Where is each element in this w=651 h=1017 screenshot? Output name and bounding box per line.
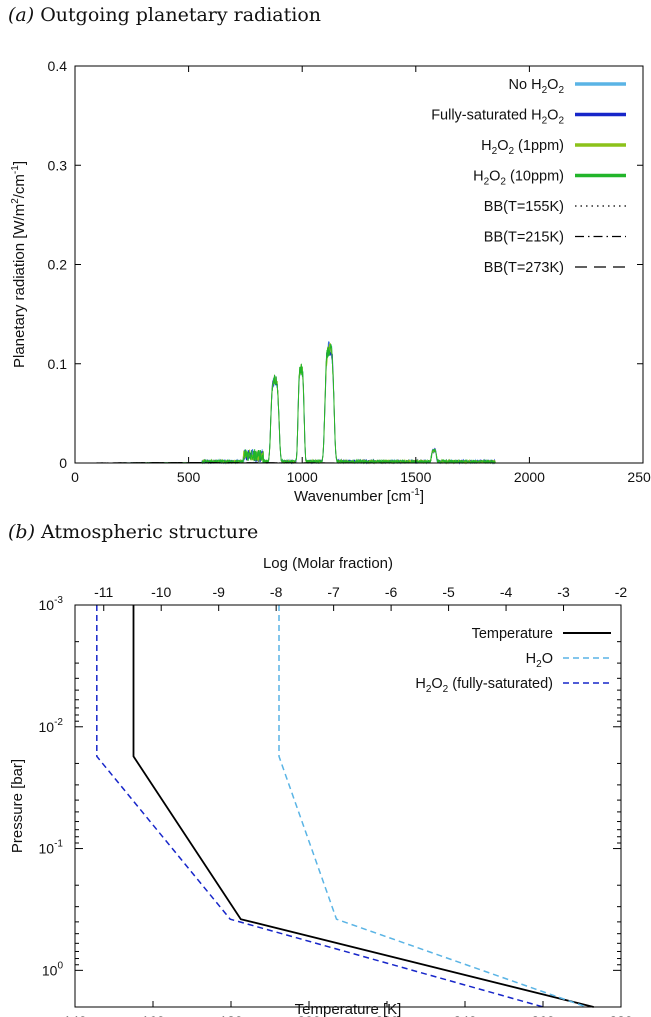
y-tick-label: 0.1: [48, 356, 68, 372]
x-tick-label: 1500: [400, 469, 431, 485]
x-tick-label: 240: [453, 1013, 477, 1017]
x2-tick-label: -7: [327, 584, 340, 600]
x2-tick-label: -6: [385, 584, 398, 600]
panel-a-caption: (a) Outgoing planetary radiation: [8, 4, 321, 26]
legend-label-2: Fully-saturated H2O2: [431, 108, 564, 127]
x-axis-title: Temperature [K]: [295, 1001, 402, 1017]
y-tick-label: 10-3: [39, 595, 64, 613]
x-axis-title: Wavenumber [cm-1]: [294, 487, 424, 505]
x2-tick-label: -2: [615, 584, 628, 600]
profile-line-1: [132, 605, 594, 1008]
panel-a-title: Outgoing planetary radiation: [40, 4, 322, 26]
plot-frame: [74, 604, 622, 1008]
profile-line-3: [96, 605, 544, 1008]
x-tick-label: 260: [531, 1013, 555, 1017]
y-axis: 10-3 10-2 10-1 100: [39, 595, 621, 1008]
y-tick-label: 0: [59, 455, 67, 471]
legend-label-1: Temperature: [472, 626, 553, 642]
x2-tick-label: -5: [442, 584, 455, 600]
x2-tick-label: -8: [270, 584, 283, 600]
y-tick-label: 0.4: [48, 58, 68, 74]
legend: Temperature H2O H2O2 (fully-saturated): [415, 626, 611, 695]
x-tick-label: 180: [219, 1013, 243, 1017]
panel-b-caption: (b) Atmospheric structure: [8, 521, 258, 543]
legend-label-3: H2O2 (fully-saturated): [415, 676, 553, 695]
y-axis-title: Planetary radiation [W/m2/cm-1]: [10, 161, 28, 368]
x-tick-label: 280: [609, 1013, 633, 1017]
atmosphere-chart: 140 160 180 200 220 240 260 280 -11 -10 -9 -8 -7 -6 -5…: [9, 555, 633, 1017]
x-axis-bottom: 140 160 180 200 220 240 260 280: [63, 1001, 633, 1017]
y-tick-label: 10-1: [39, 839, 64, 857]
x2-axis-title: Log (Molar fraction): [263, 555, 393, 572]
y-axis-title: Pressure [bar]: [9, 759, 26, 853]
x-tick-label: 500: [177, 469, 201, 485]
legend-label-6: BB(T=215K): [484, 230, 564, 246]
x-axis-top: -11 -10 -9 -8 -7 -6 -5 -4 -3 -2: [94, 584, 627, 611]
legend-label-5: BB(T=155K): [484, 199, 564, 215]
x-tick-label: 200: [297, 1013, 321, 1017]
series-line-3: [79, 343, 496, 465]
x-tick-label: 1000: [287, 469, 318, 485]
x-tick-label: 140: [63, 1013, 87, 1017]
panel-b-label: (b): [8, 521, 35, 543]
legend-label-7: BB(T=273K): [484, 260, 564, 276]
legend-label-1: No H2O2: [509, 77, 565, 96]
series-line-1: [79, 341, 496, 465]
x2-tick-label: -10: [151, 584, 171, 600]
y-tick-label: 0.3: [48, 157, 68, 173]
y-tick-label: 10-2: [39, 717, 64, 735]
atmosphere-plot-area: [96, 605, 594, 1008]
y-tick-label: 0.2: [48, 257, 68, 273]
x-tick-label: 0: [71, 469, 79, 485]
x-tick-label: 2000: [514, 469, 545, 485]
x2-tick-label: -11: [94, 584, 113, 600]
panel-b-title: Atmospheric structure: [41, 521, 259, 543]
x-tick-label: 160: [141, 1013, 165, 1017]
x-tick-label: 220: [375, 1013, 399, 1017]
legend-label-4: H2O2 (10ppm): [473, 169, 564, 188]
y-tick-label: 100: [42, 960, 64, 978]
x2-tick-label: -4: [500, 584, 513, 600]
x2-tick-label: -9: [212, 584, 225, 600]
x2-tick-label: -3: [557, 584, 570, 600]
series-line-4: [79, 344, 496, 465]
series-line-2: [79, 341, 496, 465]
profile-line-2: [278, 605, 587, 1008]
y-axis: 0 0.1 0.2 0.3 0.4: [48, 58, 643, 471]
legend-label-2: H2O: [526, 651, 553, 670]
legend-label-3: H2O2 (1ppm): [481, 138, 564, 157]
legend: No H2O2 Fully-saturated H2O2 H2O2 (1ppm) H2…: [431, 77, 626, 276]
radiation-plot-area: [75, 341, 643, 465]
panel-a-label: (a): [8, 4, 35, 26]
